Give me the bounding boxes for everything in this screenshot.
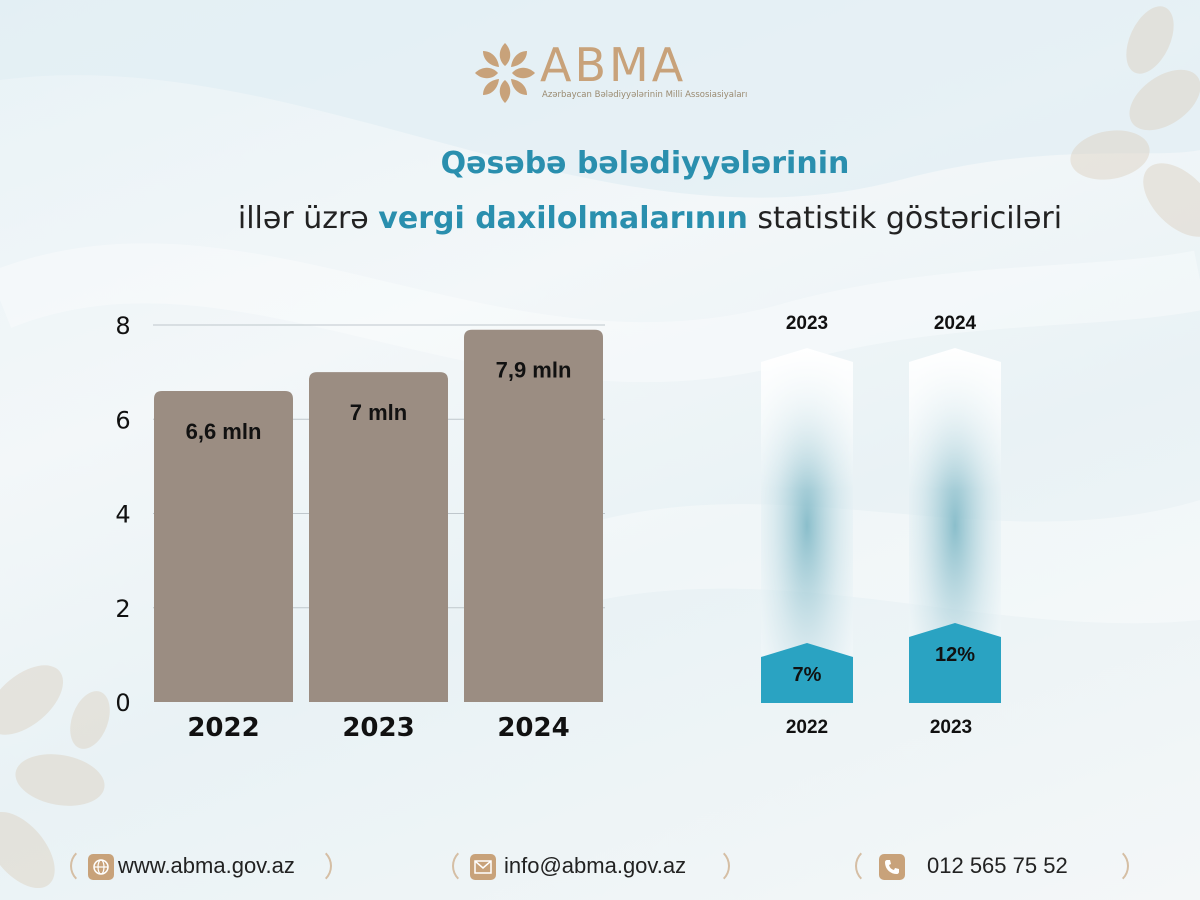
footer-website-text: www.abma.gov.az [118,853,295,878]
footer-phone-pill [855,847,1129,885]
y-tick-label: 2 [115,595,130,623]
title-line-2-highlight: vergi daxilolmalarının [378,201,748,236]
phone-icon [879,854,905,880]
x-tick-label: 2024 [497,713,569,743]
y-tick-label: 0 [115,689,130,717]
growth-bottom-year-label: 2023 [930,717,972,738]
growth-fill [909,623,1001,703]
logo-text: ABMA [540,38,687,92]
envelope-icon [470,854,496,880]
title-line-2-post: statistik göstəriciləri [747,201,1063,236]
logo: ABMA Azərbaycan Bələdiyyələrinin Milli A… [470,38,747,108]
growth-top-year-label: 2024 [934,313,977,334]
y-tick-label: 4 [115,501,130,529]
x-tick-label: 2022 [187,713,259,743]
growth-percent-label: 12% [935,644,975,666]
flower-logo-icon [475,43,535,103]
bar-chart: 0 2 4 6 8 6,6 mln 2022 7 mln 2023 7,9 mln 2024 [115,312,605,743]
percent-chart: 7% 2023 2022 12% 2024 2023 [761,313,1001,738]
growth-arrow-highlight [761,348,853,703]
footer-email[interactable]: info@abma.gov.az [452,847,730,885]
logo-subtitle: Azərbaycan Bələdiyyələrinin Milli Assosi… [542,90,748,100]
growth-bottom-year-label: 2022 [786,717,828,738]
title-line-2: illər üzrə vergi daxilolmalarının statis… [0,201,1200,236]
bar-data-label: 7 mln [350,400,407,425]
bar-data-label: 7,9 mln [496,358,572,383]
title-line-2-pre: illər üzrə [237,201,379,236]
growth-percent-label: 7% [793,664,822,686]
footer-website[interactable]: www.abma.gov.az [70,847,332,885]
x-tick-label: 2023 [342,713,414,743]
bar [154,390,293,702]
footer-website-pill [70,847,332,885]
bar-data-label: 6,6 mln [186,419,262,444]
footer-email-pill [452,847,730,885]
y-tick-label: 8 [115,312,130,340]
title-line-1: Qəsəbə bələdiyyələrinin [440,146,850,181]
bar [309,372,448,702]
growth-fill [761,643,853,703]
globe-icon [88,854,114,880]
footer-phone[interactable]: 012 565 75 52 [855,847,1129,885]
bar [464,329,603,702]
footer-phone-text: 012 565 75 52 [927,853,1068,878]
footer-email-text: info@abma.gov.az [504,853,687,878]
y-tick-label: 6 [115,406,130,434]
growth-arrow-highlight [909,348,1001,703]
growth-top-year-label: 2023 [786,313,828,334]
